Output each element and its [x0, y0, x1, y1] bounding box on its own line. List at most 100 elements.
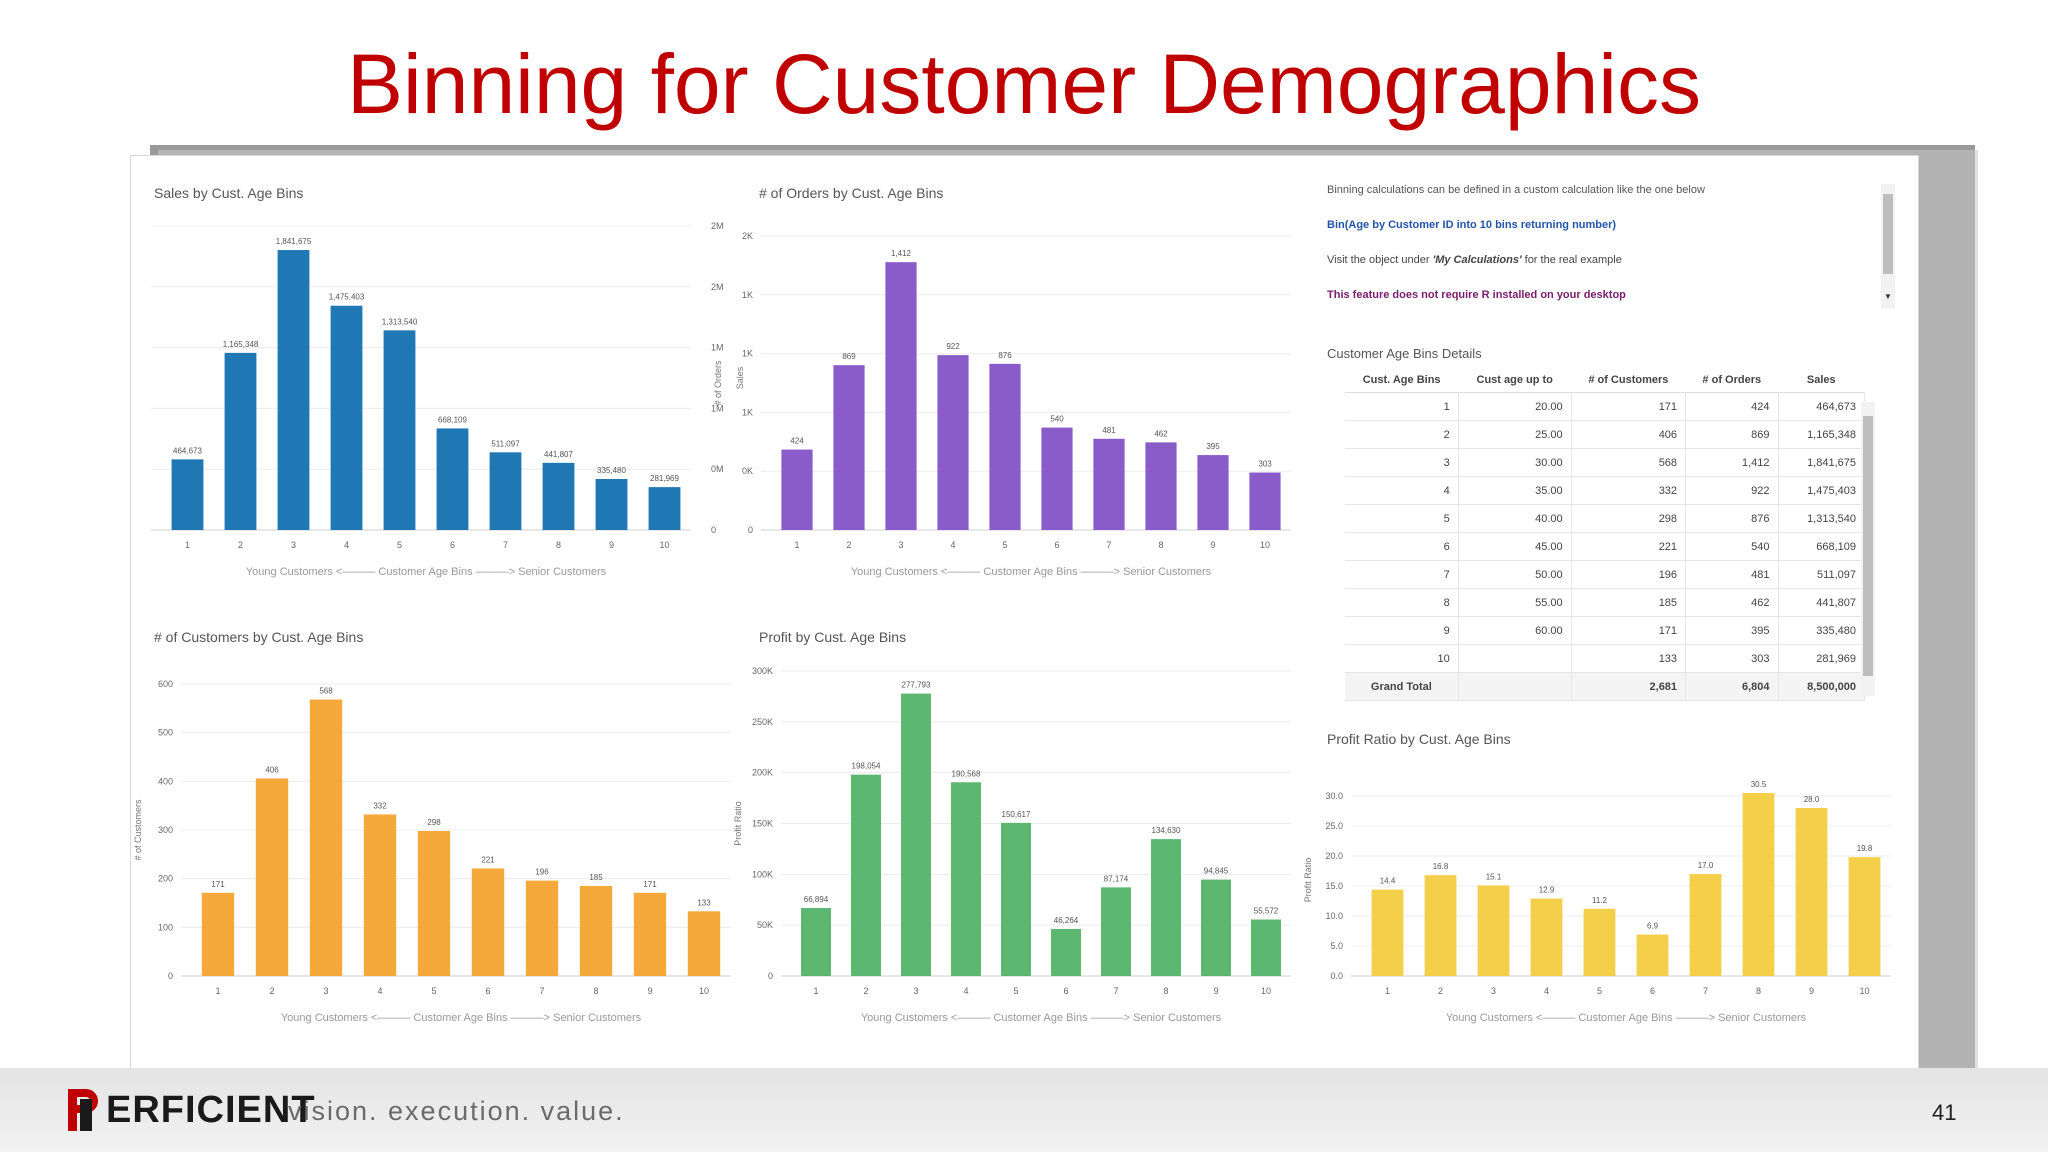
profit_ratio-value-label: 19.8	[1857, 844, 1873, 853]
customers-xtick-label: 10	[699, 986, 709, 996]
orders-bar	[1197, 455, 1229, 530]
profit_ratio-xtick-label: 4	[1544, 986, 1549, 996]
notes-scrollbar-thumb[interactable]	[1883, 194, 1893, 274]
slide-footer	[0, 1068, 2048, 1152]
table-cell: 922	[1685, 476, 1779, 505]
sales-bar	[224, 352, 257, 530]
table-scrollbar[interactable]	[1861, 402, 1875, 696]
table-cell: 869	[1685, 420, 1779, 449]
profit-chart-title: Profit by Cust. Age Bins	[759, 629, 906, 645]
table-cell: 9	[1345, 616, 1459, 645]
profit-ytick-label: 0	[768, 971, 773, 981]
table-cell: 10	[1345, 644, 1459, 673]
table-grand-total-row: Grand Total 2,681 6,804 8,500,000	[1345, 672, 1865, 701]
profit-ytick-label: 200K	[752, 768, 773, 778]
orders-value-label: 869	[842, 352, 856, 361]
sales-bar	[489, 452, 522, 530]
table-cell: 196	[1571, 560, 1687, 589]
table-row: 5 40.00 298 876 1,313,540	[1345, 504, 1865, 533]
profit_ratio-ytick-label: 30.0	[1325, 791, 1343, 801]
customers-xtick-label: 6	[485, 986, 490, 996]
profit-xtick-label: 6	[1063, 986, 1068, 996]
table-scrollbar-thumb[interactable]	[1863, 416, 1873, 676]
sales-value-label: 281,969	[650, 474, 679, 483]
note-bin-formula: Bin(Age by Customer ID into 10 bins retu…	[1327, 219, 1617, 231]
customers-bar	[633, 892, 667, 976]
customers-ytick-label: 100	[158, 922, 173, 932]
profit-ytick-label: 300K	[752, 666, 773, 676]
customers-value-label: 133	[697, 898, 711, 907]
table-cell: 511,097	[1778, 560, 1865, 589]
profit_ratio-xtick-label: 1	[1385, 986, 1390, 996]
table-cell: 462	[1685, 588, 1779, 617]
tagline: vision. execution. value.	[288, 1096, 625, 1126]
sales-x-axis-label: Young Customers <——— Customer Age Bins —…	[246, 566, 607, 578]
table-cell: 281,969	[1778, 644, 1865, 673]
sales-value-label: 511,097	[491, 439, 520, 448]
table-cell: 171	[1571, 616, 1687, 645]
profit-xtick-label: 4	[963, 986, 968, 996]
orders-ytick-label: 0K	[742, 466, 753, 476]
profit-bar	[801, 907, 831, 976]
sales-ytick-label: 1M	[711, 403, 724, 413]
orders-value-label: 481	[1102, 426, 1116, 435]
table-column-header[interactable]: # of Orders	[1685, 368, 1778, 393]
customers-value-label: 298	[427, 818, 441, 827]
orders-ytick-label: 2K	[742, 231, 753, 241]
table-cell: 133	[1571, 644, 1687, 673]
customers-bar	[309, 699, 343, 976]
table-cell: 45.00	[1458, 532, 1572, 561]
sales-bar	[383, 330, 416, 530]
table-cell: 8	[1345, 588, 1459, 617]
table-cell: 441,807	[1778, 588, 1865, 617]
orders-value-label: 462	[1154, 429, 1168, 438]
profit_ratio-xtick-label: 8	[1756, 986, 1761, 996]
sales-bar	[277, 250, 310, 530]
profit_ratio-xtick-label: 5	[1597, 986, 1602, 996]
orders-value-label: 540	[1050, 415, 1064, 424]
profit-bar	[1151, 839, 1181, 976]
orders-xtick-label: 1	[794, 540, 799, 550]
table-cell: 6	[1345, 532, 1459, 561]
sales-ytick-label: 2M	[711, 282, 724, 292]
table-row: 8 55.00 185 462 441,807	[1345, 588, 1865, 617]
scroll-down-icon[interactable]: ▼	[1884, 292, 1892, 301]
table-row: 2 25.00 406 869 1,165,348	[1345, 420, 1865, 449]
table-cell: 1,475,403	[1778, 476, 1865, 505]
dashboard-charts: Sales by Cust. Age Bins00M1M1M2M2MSales4…	[133, 185, 1891, 1024]
table-column-header[interactable]: Sales	[1778, 368, 1865, 393]
orders-xtick-label: 8	[1158, 540, 1163, 550]
profit_ratio-value-label: 17.0	[1698, 861, 1714, 870]
table-column-header[interactable]: Cust age up to	[1458, 368, 1572, 393]
sales-xtick-label: 4	[344, 540, 349, 550]
profit_ratio-bar	[1689, 874, 1722, 976]
sales-value-label: 464,673	[173, 446, 202, 455]
sales-ytick-label: 2M	[711, 221, 724, 231]
customers-bar	[525, 880, 559, 976]
table-row: 4 35.00 332 922 1,475,403	[1345, 476, 1865, 505]
notes-scrollbar[interactable]: ▼	[1881, 184, 1895, 309]
table-column-header[interactable]: # of Customers	[1571, 368, 1686, 393]
table-cell: 20.00	[1458, 392, 1572, 421]
profit_ratio-value-label: 14.4	[1380, 877, 1396, 886]
customers-xtick-label: 7	[539, 986, 544, 996]
table-cell: 40.00	[1458, 504, 1572, 533]
profit_ratio-bar	[1371, 889, 1404, 976]
table-cell: 2	[1345, 420, 1459, 449]
sales-value-label: 1,841,675	[276, 237, 312, 246]
profit-value-label: 46,264	[1054, 916, 1079, 925]
profit_ratio-value-label: 12.9	[1539, 886, 1555, 895]
customers-xtick-label: 3	[323, 986, 328, 996]
profit_ratio-xtick-label: 9	[1809, 986, 1814, 996]
profit_ratio-bar	[1583, 908, 1616, 976]
table-cell: 221	[1571, 532, 1687, 561]
profit_ratio-xtick-label: 2	[1438, 986, 1443, 996]
table-cell: 303	[1685, 644, 1779, 673]
table-header-row: Cust. Age Bins Cust age up to # of Custome…	[1345, 368, 1865, 393]
orders-value-label: 424	[790, 437, 804, 446]
profit_ratio-x-axis-label: Young Customers <——— Customer Age Bins —…	[1446, 1012, 1807, 1024]
table-column-header[interactable]: Cust. Age Bins	[1345, 368, 1459, 393]
profit_ratio-value-label: 6.9	[1647, 922, 1659, 931]
profit-bar	[1251, 919, 1281, 976]
table-cell: 481	[1685, 560, 1779, 589]
